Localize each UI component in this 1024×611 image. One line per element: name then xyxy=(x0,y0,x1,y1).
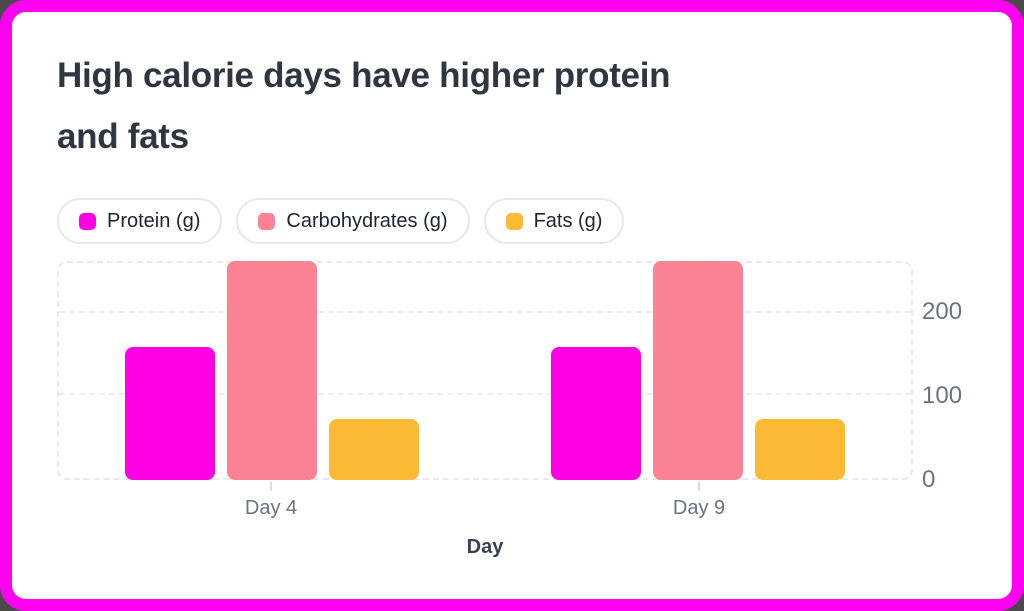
chart-legend: Protein (g) Carbohydrates (g) Fats (g) xyxy=(57,198,625,244)
x-tick-label-day-4: Day 4 xyxy=(244,497,298,519)
x-slot-day-4: Day 4 xyxy=(57,482,485,520)
y-tick-200: 200 xyxy=(922,297,963,325)
bar-protein-g-day-4[interactable] xyxy=(125,347,215,480)
y-tick-100: 100 xyxy=(922,381,963,409)
bar-group-day-9 xyxy=(485,261,911,480)
legend-swatch-carbohydrates xyxy=(258,212,276,230)
x-slot-day-9: Day 9 xyxy=(485,482,913,520)
legend-label-fats: Fats (g) xyxy=(533,209,603,232)
legend-item-fats[interactable]: Fats (g) xyxy=(483,198,625,244)
gridline-200 xyxy=(59,310,911,313)
bar-carbohydrates-g-day-9[interactable] xyxy=(653,261,743,480)
chart-title-line-2: and fats xyxy=(57,117,189,156)
chart-title-line-1: High calorie days have higher protein xyxy=(57,56,671,95)
x-tick-mark xyxy=(270,482,272,491)
x-axis-title: Day xyxy=(466,536,504,558)
bar-group-day-4 xyxy=(59,261,485,480)
bar-fats-g-day-9[interactable] xyxy=(755,419,845,480)
x-axis: Day 4 Day 9 xyxy=(57,482,913,520)
legend-label-carbohydrates: Carbohydrates (g) xyxy=(286,209,448,232)
bar-fats-g-day-4[interactable] xyxy=(329,419,419,480)
legend-swatch-fats xyxy=(505,212,523,230)
plot-area xyxy=(57,261,913,480)
legend-item-protein[interactable]: Protein (g) xyxy=(57,198,223,244)
bar-protein-g-day-9[interactable] xyxy=(551,347,641,480)
legend-swatch-protein xyxy=(79,212,96,230)
x-tick-label-day-9: Day 9 xyxy=(672,497,726,519)
bar-carbohydrates-g-day-4[interactable] xyxy=(227,261,317,480)
gridline-100 xyxy=(59,393,911,396)
bars-layer xyxy=(59,261,911,480)
legend-label-protein: Protein (g) xyxy=(107,209,201,232)
y-tick-0: 0 xyxy=(922,466,936,493)
chart-title: High calorie days have higher protein an… xyxy=(57,45,937,167)
y-axis: 200 100 0 xyxy=(922,261,992,493)
legend-item-carbohydrates[interactable]: Carbohydrates (g) xyxy=(236,198,470,244)
x-tick-mark xyxy=(698,482,700,491)
